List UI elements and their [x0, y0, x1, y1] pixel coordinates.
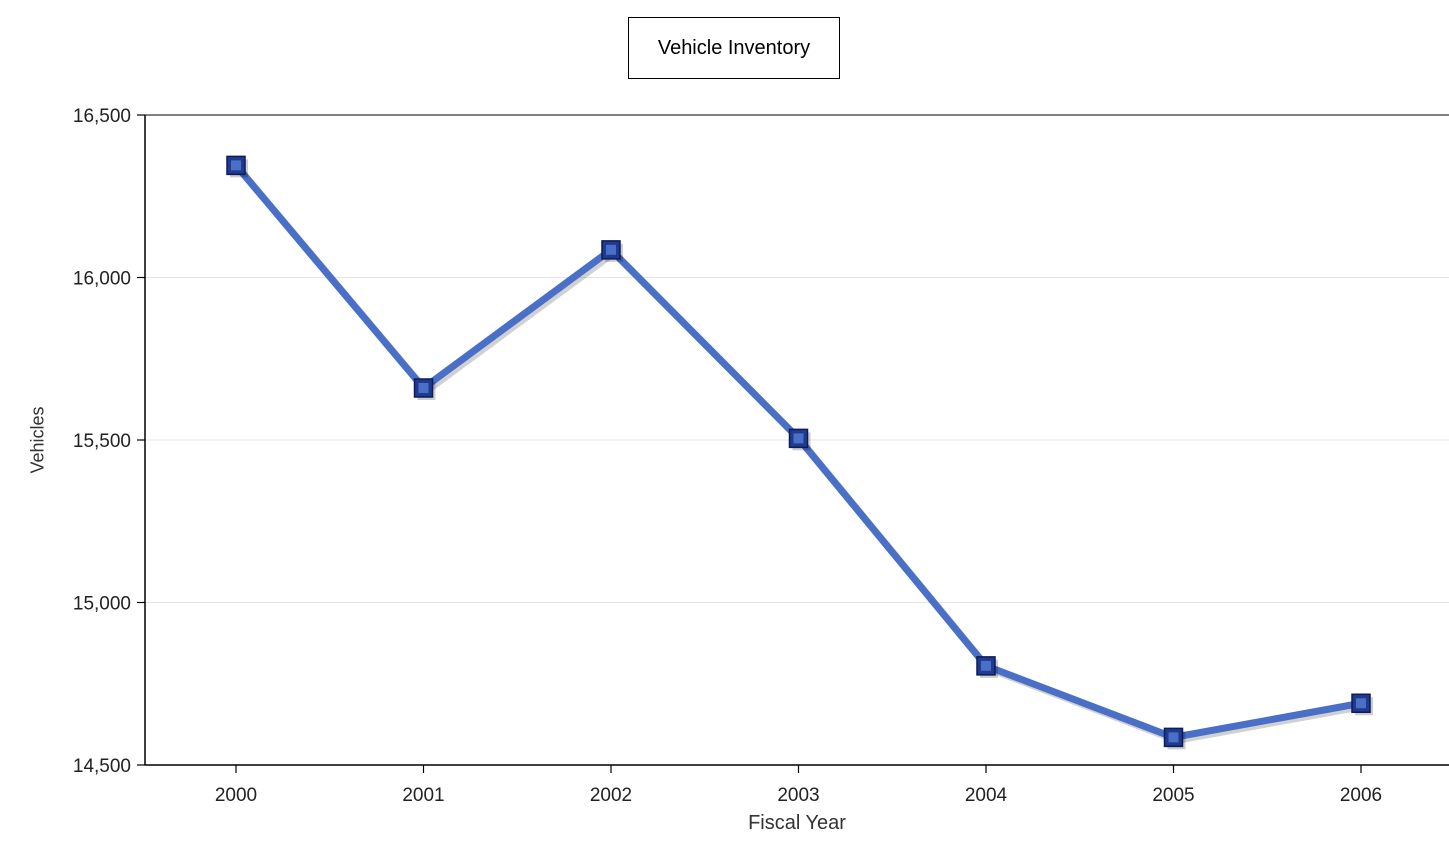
- data-point-inner: [606, 244, 616, 255]
- x-tick-label: 2002: [590, 785, 632, 806]
- data-point-inner: [1168, 732, 1179, 743]
- data-point-inner: [1356, 698, 1366, 709]
- series-line-shadow: [236, 166, 1365, 744]
- y-tick-label: 16,000: [73, 269, 131, 290]
- x-tick-label: 2004: [965, 785, 1008, 806]
- data-point-inner: [231, 160, 241, 171]
- x-tick-label: 2000: [215, 785, 257, 806]
- x-tick-label: 2003: [777, 785, 819, 806]
- x-axis-label: Fiscal Year: [748, 812, 846, 834]
- x-tick-label: 2005: [1152, 785, 1194, 806]
- y-tick-label: 16,500: [73, 106, 131, 127]
- chart-title: Vehicle Inventory: [628, 17, 840, 79]
- x-tick-label: 2006: [1340, 785, 1382, 806]
- x-tick-label: 2001: [402, 785, 444, 806]
- data-point-inner: [793, 433, 804, 444]
- y-tick-label: 15,000: [73, 594, 131, 615]
- series-line: [233, 163, 1362, 741]
- y-tick-label: 15,500: [73, 431, 131, 452]
- data-point-inner: [981, 660, 991, 671]
- data-point-inner: [418, 383, 429, 393]
- y-tick-label: 14,500: [73, 756, 131, 777]
